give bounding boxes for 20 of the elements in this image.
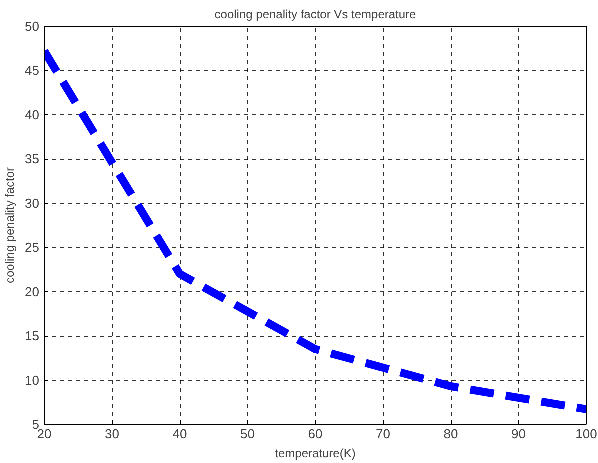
chart-title: cooling penality factor Vs temperature [214, 8, 417, 22]
x-tick-label: 100 [576, 426, 598, 442]
y-tick-label: 10 [25, 372, 40, 388]
x-tick-label: 80 [444, 426, 458, 442]
x-tick-label: 50 [240, 426, 255, 442]
y-tick-label: 20 [25, 284, 40, 300]
x-tick-label: 90 [512, 426, 526, 442]
y-tick-label: 15 [25, 328, 40, 344]
x-tick-label: 30 [105, 426, 120, 442]
y-tick-label: 45 [25, 63, 40, 78]
x-tick-label: 40 [172, 426, 188, 442]
x-axis-title: temperature(K) [275, 446, 356, 460]
y-tick-label: 35 [25, 152, 40, 167]
y-tick-label: 40 [25, 107, 40, 122]
y-axis-title: cooling penality factor [3, 167, 18, 284]
y-tick-label: 30 [25, 196, 40, 211]
y-tick-label: 25 [25, 240, 40, 256]
x-tick-label: 70 [376, 426, 390, 442]
y-tick-label: 50 [25, 19, 40, 34]
x-tick-label: 60 [308, 426, 323, 442]
